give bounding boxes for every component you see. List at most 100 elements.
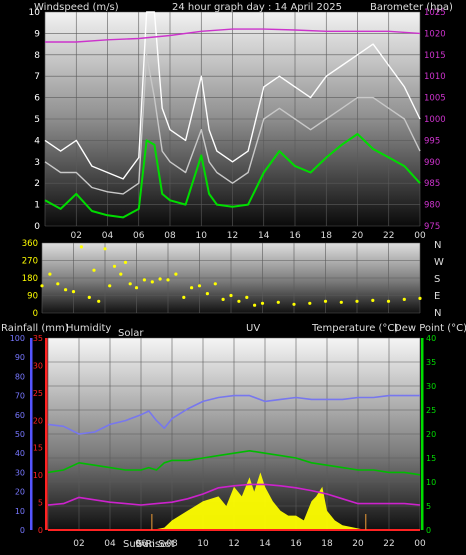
wind-direction-point (323, 299, 328, 303)
barometer-tick-label: 1005 (424, 94, 446, 104)
wind-direction-point (103, 247, 107, 251)
wind-direction-point (229, 293, 233, 298)
temperature-tick-label: 15 (426, 454, 436, 463)
humidity-tick-label: 40 (15, 449, 25, 458)
humidity-tick-label: 90 (15, 353, 25, 362)
wind-direction-point (142, 278, 146, 282)
average-m-s-line (44, 133, 421, 219)
humidity-tick-label: 30 (15, 468, 25, 477)
compass-label-north-bottom: N (434, 308, 441, 319)
barometer-tick-label: 1015 (424, 51, 446, 61)
barometer-tick-label: 1000 (424, 115, 446, 125)
rainfall-axis-title: Rainfall (mm) (1, 323, 69, 334)
wind-direction-point (123, 260, 128, 264)
temperature-tick-label: 35 (426, 358, 436, 367)
temperature-line (47, 449, 421, 476)
time-tick-label: 22 (383, 539, 394, 549)
rainfall-tick-label: 5 (38, 499, 43, 508)
humidity-tick-label: 10 (15, 507, 25, 516)
wind-direction-point (182, 295, 186, 299)
time-tick-label: 18 (321, 231, 333, 241)
time-tick-label: 14 (259, 539, 271, 549)
windspeed-tick-label: 3 (34, 158, 40, 168)
time-tick-label: 02 (73, 539, 84, 549)
wind-direction-point (245, 295, 249, 299)
windspeed-tick-label: 10 (29, 8, 41, 18)
rainfall-tick-label: 20 (33, 416, 43, 425)
wind-direction-point (276, 300, 280, 304)
rainfall-tick-label: 30 (33, 361, 43, 370)
humidity-tick-label: 60 (15, 411, 25, 420)
wind-direction-point (150, 280, 154, 284)
rainfall-tick-label: 10 (33, 471, 43, 480)
temperature-tick-label: 5 (426, 502, 431, 511)
time-tick-label: 04 (102, 231, 114, 241)
time-tick-label: 00 (414, 231, 426, 241)
time-tick-label: 10 (196, 231, 208, 241)
humidity-tick-label: 20 (15, 488, 25, 497)
wind-direction-point (190, 286, 194, 290)
time-tick-label: 06 (133, 231, 145, 241)
wind-direction-point (386, 299, 391, 303)
wind-direction-point (253, 303, 257, 307)
compass-label-north-top: N (434, 240, 441, 251)
barometer-tick-label: 990 (424, 158, 440, 168)
wind-direction-point (418, 296, 422, 300)
wind-direction-point (371, 298, 375, 302)
time-tick-label: 14 (258, 231, 270, 241)
time-tick-label: 08 (164, 231, 176, 241)
sunset-label: Sun Set (136, 539, 175, 550)
rainfall-tick-label: 35 (33, 334, 43, 343)
rainfall-tick-label: 25 (33, 389, 43, 398)
direction-tick-label: 180 (22, 274, 38, 284)
temperature-tick-label: 30 (426, 382, 436, 391)
windspeed-tick-label: 8 (34, 51, 40, 61)
wind-direction-point (71, 290, 76, 294)
solar-axis-title: Solar (118, 328, 144, 339)
barometer-tick-label: 1010 (424, 72, 446, 82)
wind-series (44, 11, 421, 219)
dewpoint-axis-title: Dew Point (°C) (394, 323, 466, 334)
direction-gridlines (41, 242, 421, 314)
rainfall-tick-label: 0 (38, 526, 43, 535)
time-tick-label: 08 (166, 539, 178, 549)
direction-tick-label: 270 (22, 257, 38, 267)
wind-direction-point (128, 282, 132, 286)
barometer-hpa-line (45, 28, 421, 43)
temperature-tick-label: 40 (426, 334, 436, 343)
time-tick-label: 16 (289, 231, 301, 241)
temperature-tick-label: 20 (426, 430, 436, 439)
rainfall-tick-label: 15 (33, 444, 43, 453)
barometer-tick-label: 995 (424, 136, 440, 146)
solar-area (151, 472, 366, 530)
direction-tick-label: 90 (27, 292, 38, 302)
windspeed-tick-label: 0 (34, 222, 40, 232)
temperature-tick-label: 25 (426, 406, 436, 415)
barometer-tick-label: 980 (424, 201, 440, 211)
wind-direction-point (134, 286, 139, 290)
time-tick-label: 06 (135, 539, 147, 549)
wind-direction-point (108, 284, 112, 288)
compass-label-west: W (434, 257, 444, 268)
barometer-axis-title: Barometer (hpa) (370, 2, 453, 13)
wind-direction-point (112, 264, 117, 268)
humidity-tick-label: 0 (20, 526, 25, 535)
humidity-axis-bar (30, 338, 33, 530)
temperature-axis-title: Temperature (°C) (311, 323, 398, 334)
wind-direction-point (87, 295, 91, 299)
direction-tick-label: 360 (22, 239, 38, 249)
wind-direction-point (292, 302, 296, 306)
wind-direction-point (48, 272, 52, 276)
temperature-axis-bar (421, 338, 424, 530)
windspeed-tick-label: 7 (34, 72, 40, 82)
windspeed-tick-label: 9 (34, 29, 40, 39)
humidity-tick-label: 80 (15, 372, 25, 381)
tick-labels: 0123456789109759809859909951000100510101… (10, 8, 446, 549)
wind-direction-point (174, 272, 178, 276)
uv-axis-title: UV (246, 323, 260, 334)
time-tick-label: 12 (228, 539, 239, 549)
humidity-line (47, 394, 420, 435)
time-tick-label: 20 (352, 539, 364, 549)
direction-tick-label: 0 (33, 309, 38, 319)
wind-direction-point (237, 299, 241, 303)
